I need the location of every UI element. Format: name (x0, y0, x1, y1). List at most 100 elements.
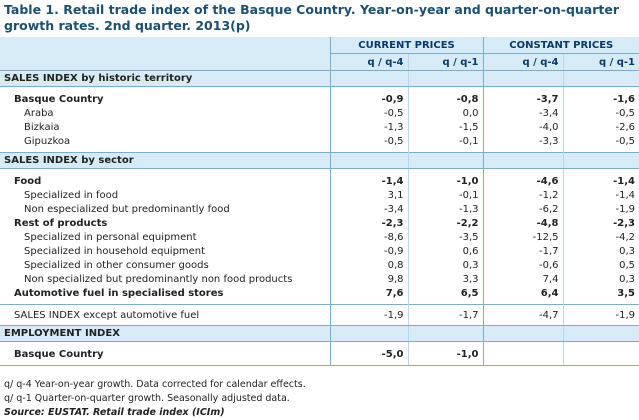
section-cell (329, 325, 408, 342)
row-label: Araba (24, 107, 54, 119)
data-row: Specialized in other consumer goods 0,8 0,… (0, 258, 639, 272)
section-row: EMPLOYMENT INDEX (0, 325, 639, 342)
value-cell: -2,3 (329, 216, 408, 230)
data-table: CURRENT PRICES CONSTANT PRICES q / q-4 q / … (0, 37, 639, 366)
value-cell: -1,4 (562, 188, 639, 202)
row-label: Non specialized but predominantly non fo… (24, 273, 293, 285)
row-label: Rest of products (14, 217, 108, 229)
value-cell: -3,3 (482, 134, 564, 153)
section-cell (329, 70, 408, 87)
data-row: Food -1,4 -1,0 -4,6 -1,4 (0, 168, 639, 188)
data-row: Non especialized but predominantly food -… (0, 202, 639, 216)
value-cell: -8,6 (329, 230, 408, 244)
value-cell: -12,5 (482, 230, 564, 244)
value-cell: -0,5 (329, 106, 408, 120)
header-row: CURRENT PRICES CONSTANT PRICES (0, 37, 639, 54)
value-cell: 9,8 (329, 272, 408, 286)
value-cell: -2,3 (562, 216, 639, 230)
value-cell: 6,4 (482, 286, 564, 305)
data-row: Gipuzkoa -0,5 -0,1 -3,3 -0,5 (0, 134, 639, 153)
value-cell: -1,7 (407, 304, 484, 326)
section-heading: SALES INDEX by sector (0, 152, 330, 169)
value-cell: -1,4 (329, 168, 408, 188)
value-cell: -0,9 (329, 86, 408, 106)
value-cell: 0,8 (329, 258, 408, 272)
value-cell: -1,7 (482, 244, 564, 258)
section-cell (482, 325, 564, 342)
value-cell: -0,6 (482, 258, 564, 272)
data-row: Automotive fuel in specialised stores 7,6… (0, 286, 639, 305)
value-cell: -1,6 (562, 86, 639, 106)
sub-header: q / q-4 (482, 53, 564, 71)
section-row: SALES INDEX by historic territory (0, 70, 639, 87)
value-cell: -2,6 (562, 120, 639, 134)
row-label: Non especialized but predominantly food (24, 203, 230, 215)
value-cell: -0,1 (407, 134, 484, 153)
section-cell (329, 152, 408, 169)
row-label: Specialized in other consumer goods (24, 259, 209, 271)
row-label: Basque Country (14, 93, 104, 105)
row-label: Food (14, 175, 42, 187)
row-label: SALES INDEX except automotive fuel (0, 304, 330, 326)
data-row: Non specialized but predominantly non fo… (0, 272, 639, 286)
value-cell: -0,8 (407, 86, 484, 106)
section-cell (407, 70, 484, 87)
value-cell: 0,3 (407, 258, 484, 272)
section-cell (407, 152, 484, 169)
data-row: Basque Country -0,9 -0,8 -3,7 -1,6 (0, 86, 639, 106)
value-cell: -5,0 (329, 341, 408, 366)
value-cell: -0,9 (329, 244, 408, 258)
value-cell: 3,1 (329, 188, 408, 202)
value-cell: -4,6 (482, 168, 564, 188)
header-row: q / q-4 q / q-1 q / q-4 q / q-1 (0, 53, 639, 71)
value-cell: -3,4 (482, 106, 564, 120)
data-row: Bizkaia -1,3 -1,5 -4,0 -2,6 (0, 120, 639, 134)
row-label: Bizkaia (24, 121, 60, 133)
value-cell: -4,0 (482, 120, 564, 134)
value-cell: -3,4 (329, 202, 408, 216)
value-cell: -2,2 (407, 216, 484, 230)
section-cell (562, 325, 639, 342)
section-row: SALES INDEX by sector (0, 152, 639, 169)
value-cell: -4,2 (562, 230, 639, 244)
data-row: Rest of products -2,3 -2,2 -4,8 -2,3 (0, 216, 639, 230)
section-heading: EMPLOYMENT INDEX (0, 325, 330, 342)
value-cell: -3,7 (482, 86, 564, 106)
value-cell: 3,5 (562, 286, 639, 305)
section-heading: SALES INDEX by historic territory (0, 70, 330, 87)
value-cell: 7,6 (329, 286, 408, 305)
source: Source: EUSTAT. Retail trade index (ICIm… (4, 407, 225, 418)
value-cell: -1,9 (562, 202, 639, 216)
value-cell: -1,3 (407, 202, 484, 216)
value-cell: -1,5 (407, 120, 484, 134)
sub-header: q / q-1 (562, 53, 639, 71)
section-cell (562, 70, 639, 87)
value-cell: -6,2 (482, 202, 564, 216)
value-cell: -1,2 (482, 188, 564, 202)
sub-header: q / q-1 (407, 53, 484, 71)
value-cell: 0,0 (407, 106, 484, 120)
value-cell: 7,4 (482, 272, 564, 286)
note: q/ q-1 Quarter-on-quarter growth. Season… (4, 393, 290, 404)
value-cell: -0,5 (329, 134, 408, 153)
data-row: Basque Country -5,0 -1,0 (0, 341, 639, 366)
table-title: Table 1. Retail trade index of the Basqu… (4, 2, 620, 33)
sub-header: q / q-4 (329, 53, 408, 71)
value-cell: 3,3 (407, 272, 484, 286)
value-cell: -4,8 (482, 216, 564, 230)
section-cell (482, 70, 564, 87)
header-cell (0, 37, 330, 54)
row-label: Specialized in personal equipment (24, 231, 197, 243)
value-cell: 6,5 (407, 286, 484, 305)
value-cell: -1,9 (329, 304, 408, 326)
table-body: CURRENT PRICES CONSTANT PRICES q / q-4 q / … (0, 37, 639, 366)
value-cell: -3,5 (407, 230, 484, 244)
value-cell: 0,3 (562, 272, 639, 286)
value-cell (562, 341, 639, 366)
note: q/ q-4 Year-on-year growth. Data correct… (4, 379, 306, 390)
value-cell: 0,5 (562, 258, 639, 272)
group-header: CURRENT PRICES (329, 37, 484, 54)
data-row: SALES INDEX except automotive fuel -1,9 -1… (0, 304, 639, 326)
data-row: Specialized in personal equipment -8,6 -3,… (0, 230, 639, 244)
